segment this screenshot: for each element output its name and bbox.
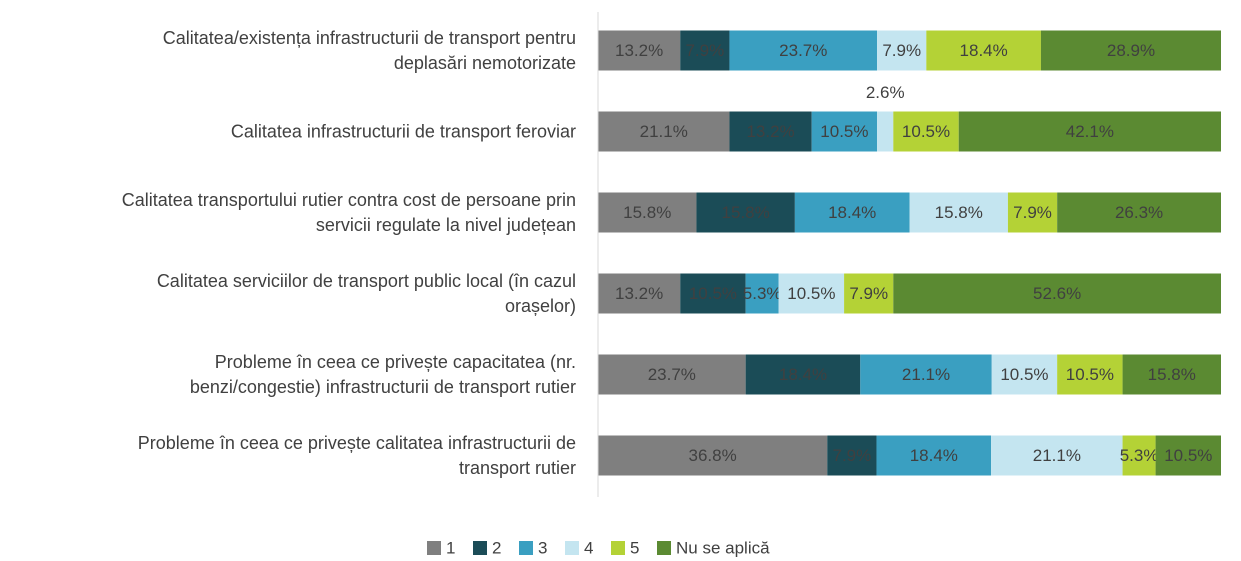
bar-segment bbox=[958, 111, 1221, 152]
data-label: 13.2% bbox=[746, 122, 794, 141]
category-label: Calitatea serviciilor de transport publi… bbox=[156, 270, 576, 316]
data-label: 7.9% bbox=[882, 41, 921, 60]
legend-label: 3 bbox=[538, 538, 547, 557]
data-label: 7.9% bbox=[849, 284, 888, 303]
bar-segment bbox=[909, 192, 1008, 233]
bar-segment bbox=[729, 111, 812, 152]
bar-segment bbox=[877, 30, 927, 71]
bar-segment bbox=[745, 273, 779, 314]
bar-segment bbox=[598, 273, 681, 314]
bar-segment bbox=[991, 435, 1123, 476]
bar-segment bbox=[598, 111, 730, 152]
bar-segment bbox=[844, 273, 894, 314]
bar-segment bbox=[1057, 192, 1221, 233]
legend-swatch bbox=[611, 541, 625, 555]
legend-swatch bbox=[427, 541, 441, 555]
data-label: 23.7% bbox=[648, 365, 696, 384]
bar-segment bbox=[876, 435, 992, 476]
data-label: 28.9% bbox=[1107, 41, 1155, 60]
data-label: 5.3% bbox=[1120, 446, 1159, 465]
bar-segment bbox=[598, 435, 828, 476]
data-label: 21.1% bbox=[640, 122, 688, 141]
bar-segment bbox=[1155, 435, 1221, 476]
legend-label: 5 bbox=[630, 538, 639, 557]
bar-segment bbox=[1057, 354, 1123, 395]
data-label: 10.5% bbox=[787, 284, 835, 303]
data-label: 15.8% bbox=[935, 203, 983, 222]
legend-label: 2 bbox=[492, 538, 501, 557]
data-label: 7.9% bbox=[1013, 203, 1052, 222]
bar-segment bbox=[1122, 435, 1156, 476]
legend-swatch bbox=[565, 541, 579, 555]
bar-segment bbox=[598, 354, 746, 395]
data-label: 18.4% bbox=[960, 41, 1008, 60]
data-label: 15.8% bbox=[1148, 365, 1196, 384]
data-label: 10.5% bbox=[1164, 446, 1212, 465]
data-label: 10.5% bbox=[1066, 365, 1114, 384]
bar-segment bbox=[893, 111, 959, 152]
data-label: 18.4% bbox=[910, 446, 958, 465]
bar-segment bbox=[827, 435, 877, 476]
bar-segment bbox=[680, 30, 730, 71]
bar-segment bbox=[991, 354, 1058, 395]
bar-segment bbox=[696, 192, 795, 233]
legend-swatch bbox=[657, 541, 671, 555]
bar-segment bbox=[745, 354, 861, 395]
bar-segment bbox=[1122, 354, 1221, 395]
legend-label: Nu se aplică bbox=[676, 538, 770, 557]
bar-segment bbox=[811, 111, 878, 152]
data-label: 18.4% bbox=[828, 203, 876, 222]
bar-segment bbox=[729, 30, 878, 71]
bar-segment bbox=[680, 273, 746, 314]
data-label: 36.8% bbox=[689, 446, 737, 465]
data-label: 7.9% bbox=[685, 41, 724, 60]
data-label: 10.5% bbox=[689, 284, 737, 303]
data-label: 23.7% bbox=[779, 41, 827, 60]
data-label: 13.2% bbox=[615, 284, 663, 303]
data-label: 15.8% bbox=[722, 203, 770, 222]
bar-segment bbox=[778, 273, 845, 314]
data-label: 10.5% bbox=[1000, 365, 1048, 384]
legend-swatch bbox=[519, 541, 533, 555]
data-label: 7.9% bbox=[832, 446, 871, 465]
category-label: Calitatea/existența infrastructurii de t… bbox=[162, 27, 576, 73]
data-label: 21.1% bbox=[1033, 446, 1081, 465]
legend-label: 1 bbox=[446, 538, 455, 557]
category-label: Calitatea transportului rutier contra co… bbox=[121, 189, 576, 235]
data-label: 5.3% bbox=[743, 284, 782, 303]
category-label: Calitatea infrastructurii de transport f… bbox=[230, 121, 576, 141]
bar-segment bbox=[860, 354, 992, 395]
data-label: 10.5% bbox=[820, 122, 868, 141]
data-label: 26.3% bbox=[1115, 203, 1163, 222]
data-label: 21.1% bbox=[902, 365, 950, 384]
data-label: 13.2% bbox=[615, 41, 663, 60]
data-label: 42.1% bbox=[1066, 122, 1114, 141]
bar-segment bbox=[893, 273, 1221, 314]
bar-segment bbox=[794, 192, 910, 233]
data-label: 15.8% bbox=[623, 203, 671, 222]
bar-segment bbox=[926, 30, 1041, 71]
category-label: Probleme în ceea ce privește capacitatea… bbox=[189, 351, 576, 397]
legend-label: 4 bbox=[584, 538, 593, 557]
data-label: 2.6% bbox=[866, 83, 905, 102]
bar-segment bbox=[598, 192, 697, 233]
bar-segment bbox=[1007, 192, 1058, 233]
legend-swatch bbox=[473, 541, 487, 555]
data-label: 52.6% bbox=[1033, 284, 1081, 303]
bar-segment bbox=[1040, 30, 1221, 71]
bar-segment bbox=[598, 30, 681, 71]
data-label: 18.4% bbox=[779, 365, 827, 384]
category-label: Probleme în ceea ce privește calitatea i… bbox=[137, 432, 576, 478]
data-label: 10.5% bbox=[902, 122, 950, 141]
bar-segment bbox=[877, 111, 894, 152]
